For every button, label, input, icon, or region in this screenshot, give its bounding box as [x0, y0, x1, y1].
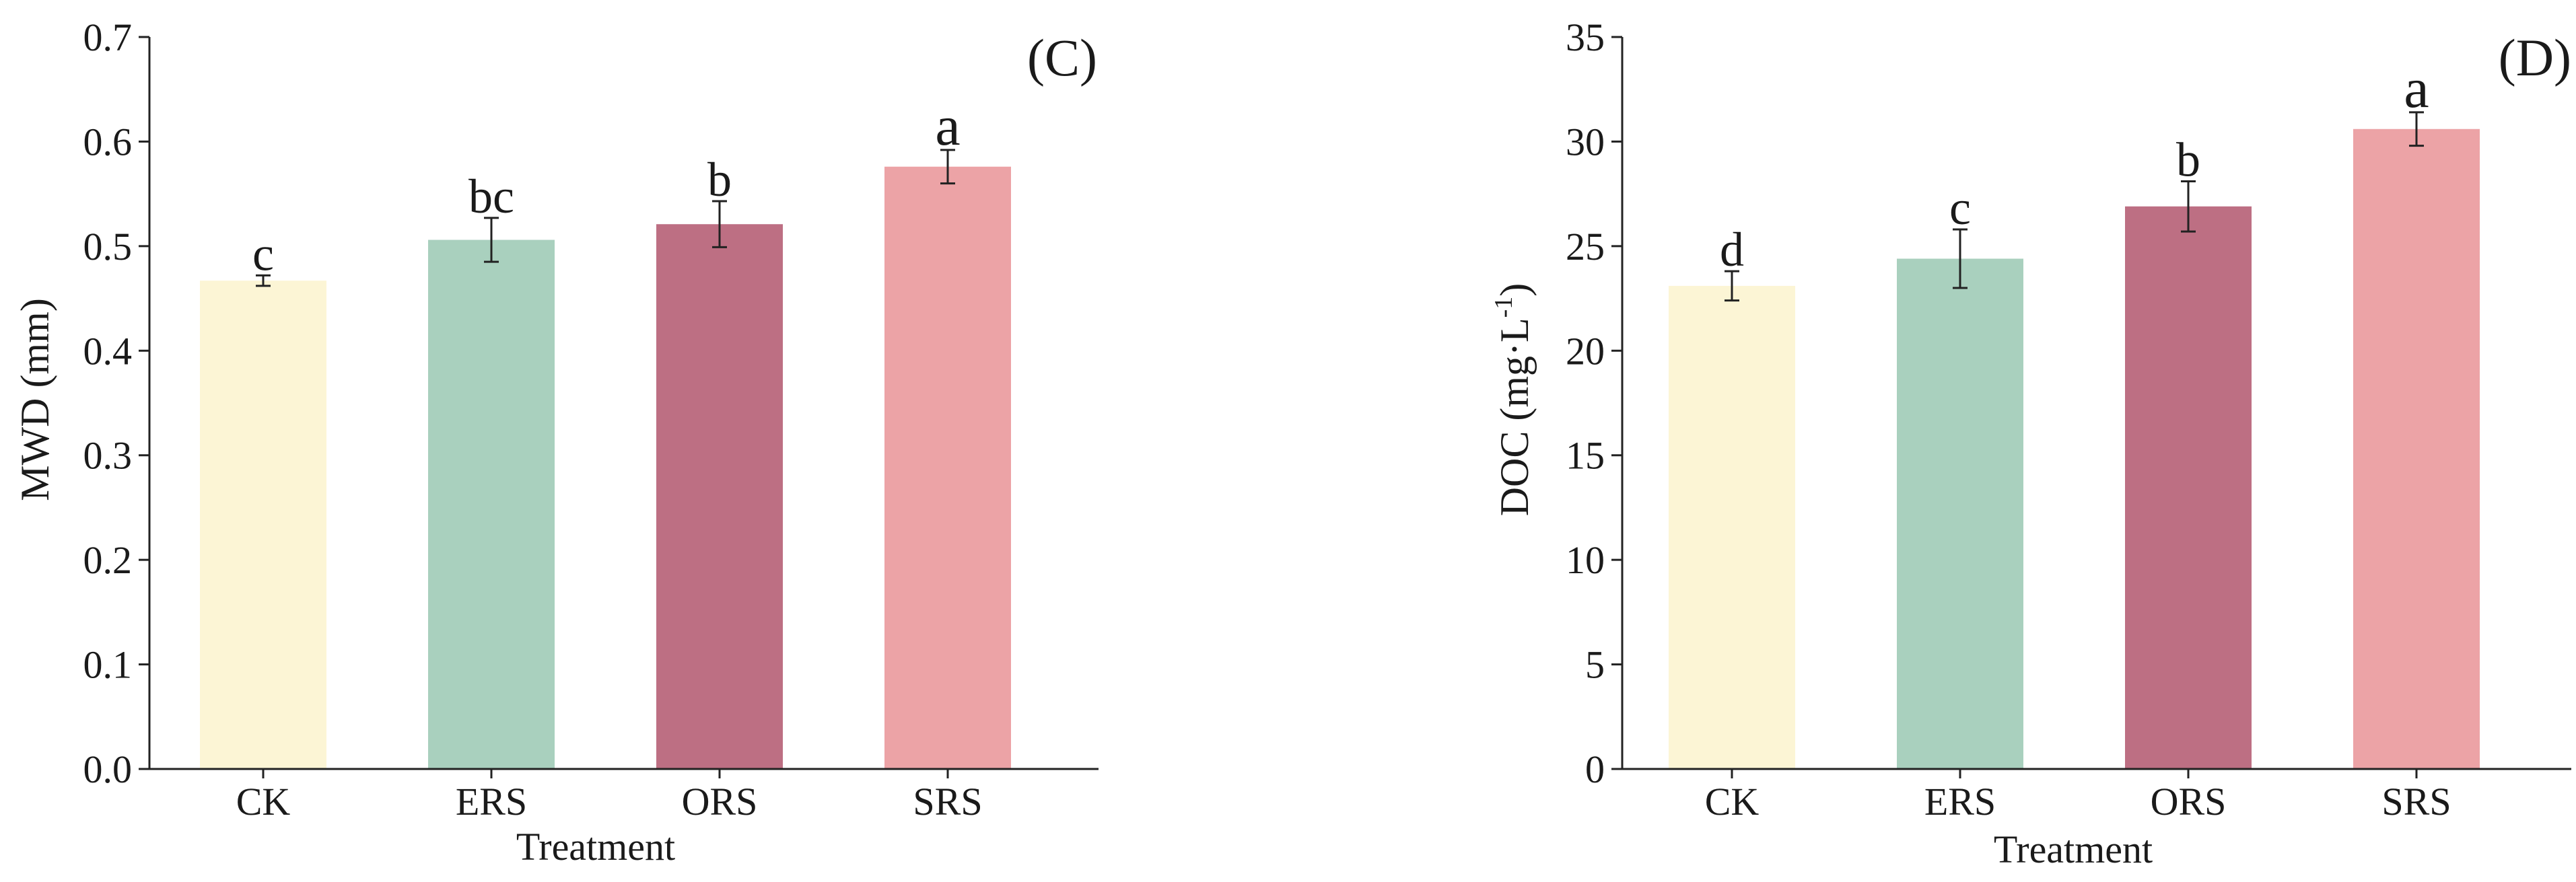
panel-c: c bc b a 0.0 0.1 0.2 0.3 0.4 0.5 0.6 0.7 CK ERS ORS S…	[13, 15, 1099, 869]
y-ticks-group: 0 5 10 15 20 25 30 35	[1566, 15, 1622, 791]
x-tick-label-srs: SRS	[2381, 780, 2451, 823]
x-ticks-group: CK ERS ORS SRS	[236, 769, 983, 823]
significance-letter-ors: b	[707, 153, 732, 207]
significance-letter-srs: a	[2404, 57, 2429, 120]
y-axis-label-main: DOC (mg·L	[1492, 318, 1537, 516]
y-tick-label: 0.2	[83, 538, 133, 582]
bars-group	[1669, 128, 2480, 770]
x-axis-label: Treatment	[1994, 828, 2153, 871]
y-tick-label: 35	[1566, 15, 1605, 59]
y-tick-label: 15	[1566, 434, 1605, 478]
y-tick-label: 25	[1566, 225, 1605, 268]
y-tick-label: 0.7	[83, 15, 133, 59]
error-bars-group	[256, 149, 955, 287]
y-tick-label: 0.4	[83, 329, 133, 373]
y-tick-label: 0.5	[83, 225, 133, 268]
x-tick-label-ors: ORS	[682, 780, 758, 823]
axes-group	[148, 37, 1099, 770]
bar-ors	[2125, 206, 2252, 769]
panel-label: (C)	[1027, 28, 1097, 87]
x-tick-label-ers: ERS	[1924, 780, 1996, 823]
y-axis-label: MWD (mm)	[13, 298, 57, 501]
error-bars-group	[1725, 111, 2424, 302]
axes-group	[1621, 37, 2571, 770]
significance-letter-ck: c	[252, 227, 274, 281]
bar-ck	[200, 281, 326, 769]
y-axis-label-end: )	[1492, 283, 1537, 297]
y-axis-label-superscript: -1	[1490, 297, 1518, 318]
y-ticks-group: 0.0 0.1 0.2 0.3 0.4 0.5 0.6 0.7	[83, 15, 149, 791]
y-tick-label: 10	[1566, 538, 1605, 582]
y-tick-label: 0.1	[83, 643, 133, 687]
x-ticks-group: CK ERS ORS SRS	[1705, 769, 2451, 823]
significance-letter-ers: bc	[468, 170, 514, 223]
significance-letter-ors: b	[2176, 133, 2200, 186]
y-tick-label: 30	[1566, 120, 1605, 163]
bar-srs	[884, 166, 1011, 769]
y-tick-label: 20	[1566, 329, 1605, 373]
bar-ers	[1897, 258, 2023, 770]
x-tick-label-ors: ORS	[2151, 780, 2227, 823]
y-tick-label: 0.6	[83, 120, 133, 163]
bar-srs	[2353, 128, 2480, 769]
x-tick-label-ck: CK	[1705, 780, 1760, 823]
panel-d: d c b a 0 5 10 15 20 25 30 35 CK ERS ORS SRS (D) Trea…	[1490, 15, 2571, 871]
bars-group	[200, 166, 1011, 769]
significance-letter-ers: c	[1949, 181, 1971, 235]
significance-letter-srs: a	[935, 95, 960, 157]
y-tick-label: 0	[1585, 747, 1605, 791]
y-tick-label: 0.0	[83, 747, 133, 791]
significance-letters-group: c bc b a	[252, 95, 961, 281]
panel-label: (D)	[2499, 28, 2571, 87]
significance-letters-group: d c b a	[1720, 57, 2429, 277]
significance-letter-ck: d	[1720, 223, 1744, 277]
y-tick-label: 5	[1585, 643, 1605, 687]
x-tick-label-srs: SRS	[913, 780, 982, 823]
x-axis-label: Treatment	[516, 825, 675, 869]
bar-ck	[1669, 285, 1795, 769]
y-tick-label: 0.3	[83, 434, 133, 478]
x-tick-label-ers: ERS	[456, 780, 527, 823]
y-axis-label: DOC (mg·L-1)	[1490, 283, 1537, 517]
bar-ers	[428, 240, 555, 769]
bar-ors	[656, 224, 783, 769]
x-tick-label-ck: CK	[236, 780, 291, 823]
